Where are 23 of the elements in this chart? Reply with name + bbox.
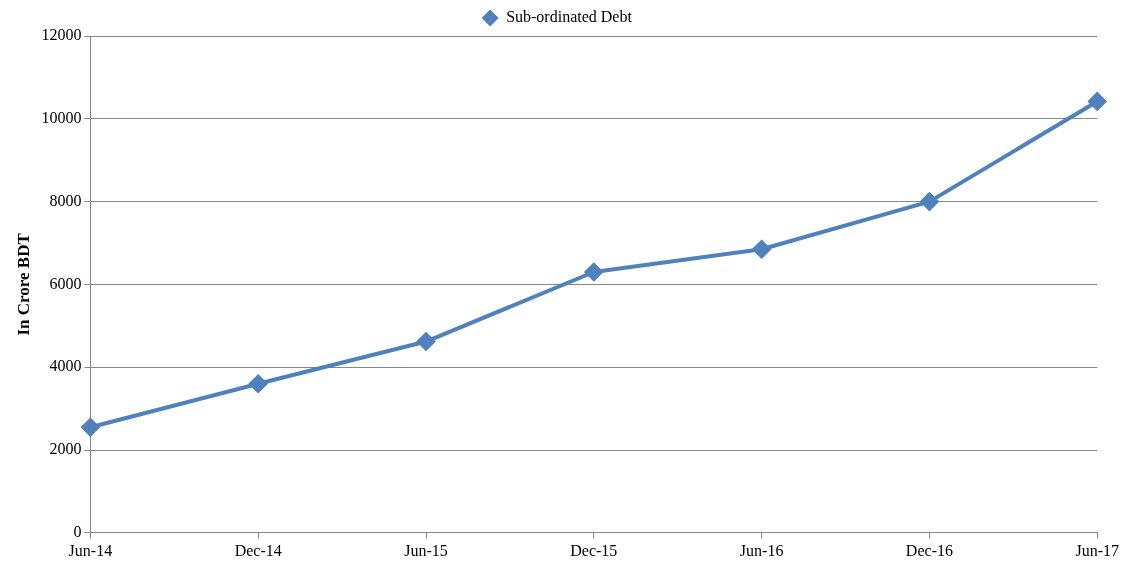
x-tick-label: Jun-15 — [404, 541, 448, 559]
y-tick-label: 12000 — [41, 26, 82, 44]
y-tick-label: 0 — [73, 523, 82, 540]
point — [920, 192, 939, 211]
point — [417, 332, 436, 351]
x-tick-label: Dec-14 — [234, 541, 282, 559]
y-tick-label: 6000 — [49, 274, 82, 292]
x-tick-label: Dec-16 — [905, 541, 953, 559]
x-tick-label: Jun-17 — [1075, 541, 1119, 559]
point — [1088, 92, 1107, 111]
point — [81, 418, 100, 437]
y-tick-label: 4000 — [49, 357, 82, 375]
point — [249, 374, 268, 393]
x-tick-label: Jun-14 — [68, 541, 113, 559]
x-tick-label: Jun-16 — [739, 541, 784, 559]
x-tick-label: Dec-15 — [570, 541, 618, 559]
y-axis-title: In Crore BDT — [13, 232, 33, 336]
y-tick-label: 10000 — [41, 109, 82, 126]
y-tick-label: 8000 — [49, 191, 82, 209]
y-tick-label: 2000 — [49, 440, 82, 458]
legend-label: Sub-ordinated Debt — [506, 8, 633, 26]
point — [752, 240, 771, 259]
point — [584, 262, 603, 281]
